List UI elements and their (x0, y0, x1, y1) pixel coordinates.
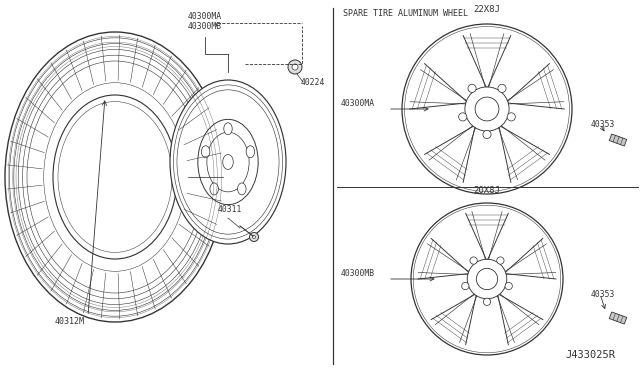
Ellipse shape (202, 146, 210, 158)
Text: 40300MB: 40300MB (188, 22, 222, 31)
Circle shape (476, 268, 498, 290)
Circle shape (411, 203, 563, 355)
Circle shape (250, 232, 259, 241)
Ellipse shape (223, 154, 233, 170)
Text: 22X8J: 22X8J (474, 5, 500, 14)
Circle shape (292, 64, 298, 70)
Text: 40300MA: 40300MA (188, 12, 222, 21)
Circle shape (483, 298, 491, 305)
Text: SPARE TIRE ALUMINUM WHEEL: SPARE TIRE ALUMINUM WHEEL (343, 9, 468, 18)
Circle shape (507, 113, 515, 121)
FancyBboxPatch shape (609, 312, 627, 324)
Circle shape (467, 259, 507, 299)
Text: 40300MB: 40300MB (341, 269, 375, 278)
Circle shape (459, 113, 467, 121)
Text: 40312M: 40312M (55, 317, 85, 326)
Circle shape (461, 282, 469, 290)
Ellipse shape (224, 123, 232, 135)
Circle shape (497, 257, 504, 264)
Ellipse shape (207, 132, 249, 192)
Ellipse shape (170, 80, 286, 244)
FancyBboxPatch shape (609, 134, 627, 146)
Circle shape (288, 60, 302, 74)
Ellipse shape (210, 183, 218, 195)
Text: 40224: 40224 (301, 78, 325, 87)
Text: 40300MA: 40300MA (341, 99, 375, 108)
Ellipse shape (198, 119, 258, 205)
Text: J433025R: J433025R (565, 350, 615, 360)
Circle shape (483, 131, 491, 139)
Circle shape (498, 84, 506, 93)
Ellipse shape (246, 146, 255, 158)
Ellipse shape (53, 95, 177, 259)
Circle shape (253, 235, 255, 238)
Circle shape (468, 84, 476, 93)
Ellipse shape (44, 83, 186, 271)
Text: 40353: 40353 (591, 120, 616, 129)
Circle shape (475, 97, 499, 121)
Text: 20X8J: 20X8J (474, 186, 500, 195)
Text: 40311: 40311 (218, 205, 243, 214)
Circle shape (402, 24, 572, 194)
Text: 40353: 40353 (591, 290, 616, 299)
Circle shape (505, 282, 513, 290)
Circle shape (465, 87, 509, 131)
Ellipse shape (237, 183, 246, 195)
Circle shape (470, 257, 477, 264)
